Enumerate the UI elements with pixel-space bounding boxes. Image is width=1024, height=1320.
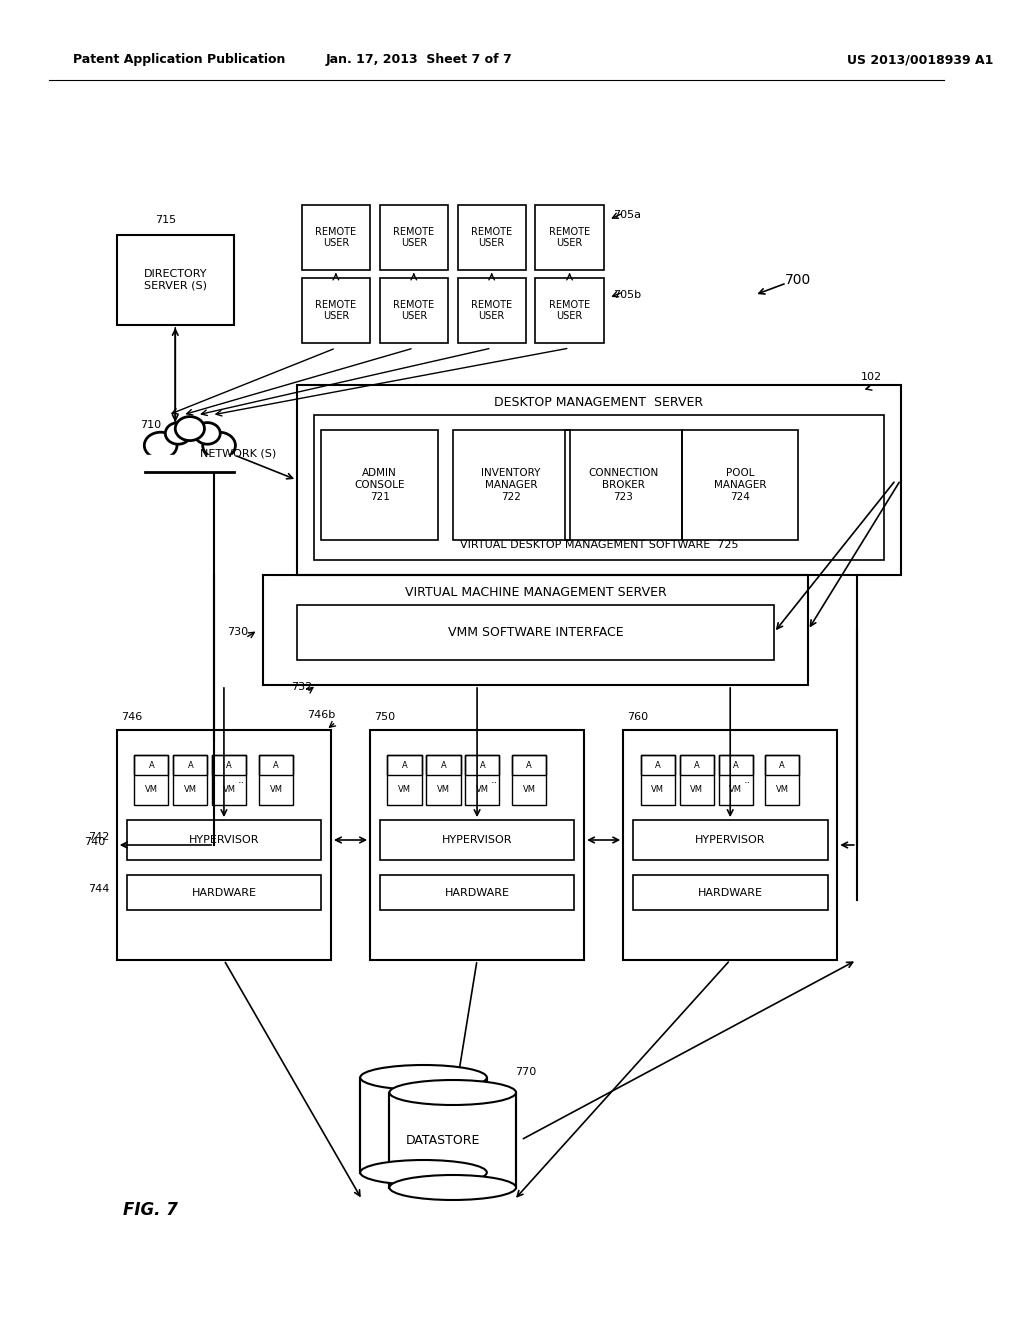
Text: VM: VM — [184, 785, 197, 795]
Text: DESKTOP MANAGEMENT  SERVER: DESKTOP MANAGEMENT SERVER — [495, 396, 703, 409]
Text: 746b: 746b — [307, 710, 336, 719]
Text: CONNECTION
BROKER
723: CONNECTION BROKER 723 — [588, 469, 658, 502]
Text: 710: 710 — [140, 420, 162, 430]
Ellipse shape — [167, 438, 213, 471]
Text: VIRTUAL DESKTOP MANAGEMENT SOFTWARE  725: VIRTUAL DESKTOP MANAGEMENT SOFTWARE 725 — [460, 540, 738, 550]
Text: REMOTE
USER: REMOTE USER — [549, 227, 590, 248]
Text: A: A — [187, 760, 194, 770]
Text: 732: 732 — [291, 682, 312, 692]
Text: Jan. 17, 2013  Sheet 7 of 7: Jan. 17, 2013 Sheet 7 of 7 — [326, 54, 512, 66]
Text: VM: VM — [398, 785, 411, 795]
Text: VIRTUAL MACHINE MANAGEMENT SERVER: VIRTUAL MACHINE MANAGEMENT SERVER — [404, 586, 667, 599]
Ellipse shape — [165, 422, 191, 445]
Text: A: A — [440, 760, 446, 770]
Text: REMOTE
USER: REMOTE USER — [549, 300, 590, 321]
Text: Patent Application Publication: Patent Application Publication — [73, 54, 286, 66]
Text: A: A — [148, 760, 155, 770]
Text: A: A — [779, 760, 785, 770]
FancyBboxPatch shape — [389, 1093, 516, 1188]
Text: 746: 746 — [121, 711, 142, 722]
Text: POOL
MANAGER
724: POOL MANAGER 724 — [714, 469, 766, 502]
Text: A: A — [526, 760, 532, 770]
Ellipse shape — [360, 1065, 486, 1090]
Text: VM: VM — [651, 785, 665, 795]
Text: HYPERVISOR: HYPERVISOR — [695, 836, 766, 845]
Text: VM: VM — [776, 785, 788, 795]
Text: A: A — [654, 760, 660, 770]
Text: REMOTE
USER: REMOTE USER — [393, 300, 434, 321]
Text: A: A — [401, 760, 408, 770]
Text: VM: VM — [522, 785, 536, 795]
Text: NETWORK (S): NETWORK (S) — [201, 447, 276, 458]
Text: 750: 750 — [374, 711, 395, 722]
Text: US 2013/0018939 A1: US 2013/0018939 A1 — [847, 54, 993, 66]
Ellipse shape — [203, 432, 236, 458]
Text: ADMIN
CONSOLE
721: ADMIN CONSOLE 721 — [354, 469, 404, 502]
Ellipse shape — [389, 1175, 516, 1200]
Text: DATASTORE: DATASTORE — [406, 1134, 480, 1147]
Text: DIRECTORY
SERVER (S): DIRECTORY SERVER (S) — [143, 269, 207, 290]
Text: 715: 715 — [155, 215, 176, 224]
Text: VM: VM — [145, 785, 158, 795]
Text: 705b: 705b — [613, 290, 641, 300]
Text: REMOTE
USER: REMOTE USER — [315, 300, 356, 321]
Text: HARDWARE: HARDWARE — [697, 887, 763, 898]
Ellipse shape — [360, 1160, 486, 1185]
Text: HARDWARE: HARDWARE — [444, 887, 510, 898]
Text: 760: 760 — [627, 711, 648, 722]
Text: VM: VM — [690, 785, 703, 795]
Ellipse shape — [144, 432, 177, 458]
Text: ..: .. — [490, 775, 499, 785]
Text: 744: 744 — [88, 884, 109, 895]
Text: VM: VM — [476, 785, 488, 795]
Text: REMOTE
USER: REMOTE USER — [471, 227, 512, 248]
Text: A: A — [733, 760, 738, 770]
Text: 730: 730 — [227, 627, 248, 638]
Text: HYPERVISOR: HYPERVISOR — [441, 836, 512, 845]
Text: 705a: 705a — [613, 210, 641, 220]
Text: 770: 770 — [515, 1067, 537, 1077]
Ellipse shape — [175, 417, 205, 441]
Text: HYPERVISOR: HYPERVISOR — [188, 836, 259, 845]
FancyBboxPatch shape — [360, 1077, 486, 1172]
Text: A: A — [273, 760, 279, 770]
Text: VM: VM — [729, 785, 742, 795]
Text: 740: 740 — [84, 837, 105, 847]
Text: ..: .. — [744, 775, 752, 785]
Text: INVENTORY
MANAGER
722: INVENTORY MANAGER 722 — [481, 469, 541, 502]
Text: VM: VM — [269, 785, 283, 795]
Text: HARDWARE: HARDWARE — [191, 887, 256, 898]
FancyBboxPatch shape — [145, 455, 234, 471]
Text: ..: .. — [238, 775, 245, 785]
Text: VMM SOFTWARE INTERFACE: VMM SOFTWARE INTERFACE — [447, 626, 624, 639]
Text: REMOTE
USER: REMOTE USER — [471, 300, 512, 321]
Text: VM: VM — [223, 785, 236, 795]
Text: REMOTE
USER: REMOTE USER — [315, 227, 356, 248]
Ellipse shape — [195, 422, 220, 445]
Ellipse shape — [389, 1080, 516, 1105]
Text: A: A — [226, 760, 232, 770]
Text: 742: 742 — [88, 832, 109, 842]
Text: A: A — [693, 760, 699, 770]
Text: VM: VM — [437, 785, 450, 795]
Text: A: A — [479, 760, 485, 770]
Text: 700: 700 — [785, 273, 811, 286]
Text: FIG. 7: FIG. 7 — [124, 1201, 178, 1218]
Text: REMOTE
USER: REMOTE USER — [393, 227, 434, 248]
Text: 102: 102 — [861, 372, 882, 381]
